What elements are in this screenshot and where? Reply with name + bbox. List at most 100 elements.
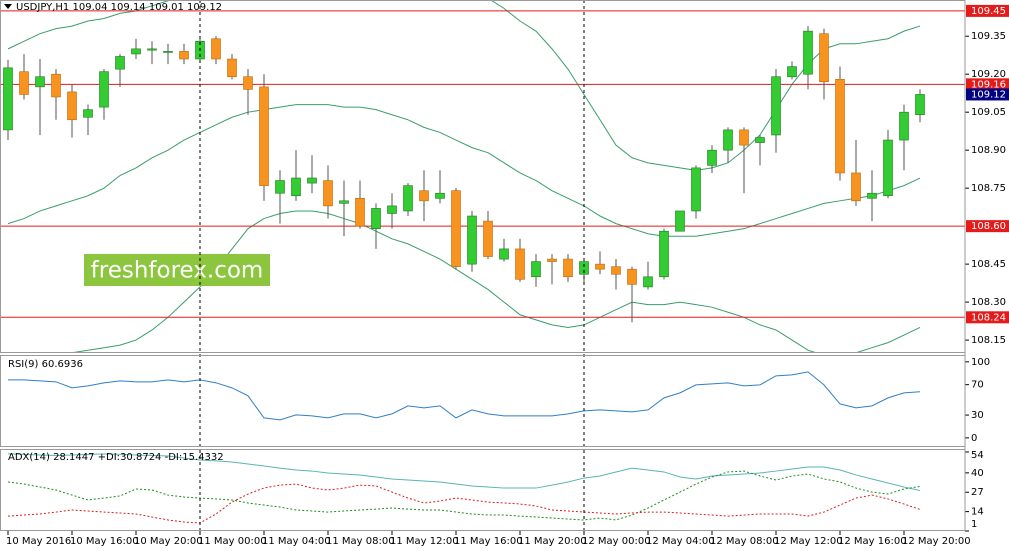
candle-body	[387, 205, 397, 214]
open-value: 109.04	[72, 2, 107, 13]
candle-body	[403, 185, 413, 212]
y-tick-label: 100	[971, 357, 990, 368]
close-value: 109.12	[187, 2, 222, 13]
candle-body	[131, 48, 141, 55]
candle-body	[675, 210, 685, 232]
x-tick-label: 10 May 2016	[6, 536, 71, 547]
candle-body	[147, 48, 157, 51]
candle-body	[19, 71, 29, 95]
candle-body	[499, 248, 509, 260]
x-tick-label: 12 May 20:00	[902, 536, 971, 547]
price-box	[966, 88, 1009, 101]
candle-body	[99, 71, 109, 108]
candle-body	[547, 258, 557, 262]
y-tick-label: 109.35	[971, 31, 1006, 42]
candle-body	[691, 167, 701, 212]
watermark: freshforex.com	[91, 258, 264, 284]
candle-body	[371, 208, 381, 229]
adx-frame	[0, 449, 966, 531]
candle-body	[787, 66, 797, 78]
candle-body	[483, 220, 493, 257]
y-tick-label: 1	[971, 519, 977, 530]
adx-title: ADX(14)	[8, 452, 50, 463]
candle-body	[179, 51, 189, 60]
symbol: USDJPY,H1	[16, 2, 69, 13]
candle-body	[451, 190, 461, 267]
candle-body	[707, 149, 717, 166]
candle-body	[835, 78, 845, 174]
candle-body	[83, 109, 93, 118]
y-tick-label: 108.90	[971, 145, 1006, 156]
rsi-plot	[8, 371, 921, 421]
candle-body	[755, 137, 765, 143]
candle-body	[227, 58, 237, 78]
adx-header: ADX(14) 28.1447 +DI:30.8724 -DI:15.4332	[8, 452, 224, 463]
minus-di-name: -DI:	[165, 452, 183, 463]
x-tick-label: 10 May 16:00	[70, 536, 139, 547]
candle-body	[595, 263, 605, 270]
candle-body	[851, 172, 861, 202]
level-box	[966, 78, 1009, 91]
level-label: 108.24	[971, 312, 1006, 323]
level-label: 108.60	[971, 221, 1006, 232]
candle-body	[643, 276, 653, 288]
level-box	[966, 4, 1009, 17]
plus-di-name: +DI:	[98, 452, 120, 463]
candle-body	[435, 192, 445, 199]
y-tick-label: 108.75	[971, 183, 1006, 194]
indicator-line	[7, 470, 921, 521]
candle-body	[659, 230, 669, 278]
y-tick-label: 0	[971, 433, 977, 444]
minus-di-value: 15.4332	[182, 452, 223, 463]
candle-body	[739, 129, 749, 146]
x-tick-label: 12 May 04:00	[646, 536, 715, 547]
candle-body	[723, 129, 733, 151]
candle-body	[899, 111, 909, 141]
x-tick-label: 11 May 04:00	[262, 536, 331, 547]
menu-icon	[4, 4, 12, 9]
candle-body	[115, 56, 125, 70]
indicator-line	[73, 210, 921, 352]
y-tick-label: 54	[971, 450, 984, 461]
candle-body	[579, 261, 589, 275]
candle-body	[515, 248, 525, 280]
candle-body	[339, 200, 349, 204]
plus-di-value: 30.8724	[120, 452, 161, 463]
adx-plot	[7, 453, 921, 524]
indicator-line	[7, 0, 921, 171]
x-tick-label: 12 May 12:00	[774, 536, 843, 547]
low-value: 109.01	[149, 2, 184, 13]
price-label: 109.12	[971, 89, 1006, 100]
x-tick-label: 11 May 12:00	[390, 536, 459, 547]
y-tick-label: 109.20	[971, 69, 1006, 80]
candle-body	[35, 76, 45, 88]
watermark-box	[84, 254, 270, 286]
candle-body	[803, 30, 813, 75]
y-tick-label: 27	[971, 487, 984, 498]
candle-body	[163, 51, 173, 53]
y-tick-label: 108.45	[971, 259, 1006, 270]
candle-body	[259, 86, 269, 186]
level-box	[966, 220, 1009, 233]
indicator-line	[8, 371, 921, 421]
candle-body	[627, 268, 637, 285]
rsi-title: RSI(9)	[8, 359, 39, 370]
y-tick-label: 109.05	[971, 107, 1006, 118]
candle-body	[67, 91, 77, 121]
candle-body	[883, 139, 893, 197]
level-label: 109.16	[971, 79, 1006, 90]
x-tick-label: 10 May 20:00	[134, 536, 203, 547]
y-tick-label: 30	[971, 410, 984, 421]
x-tick-label: 12 May 00:00	[582, 536, 651, 547]
candle-body	[611, 266, 621, 275]
candle-body	[419, 190, 429, 202]
y-tick-label: 70	[971, 380, 984, 391]
high-value: 109.14	[111, 2, 146, 13]
rsi-frame	[0, 355, 966, 447]
y-tick-label: 108.30	[971, 297, 1006, 308]
price-plot	[0, 0, 965, 352]
candle-body	[307, 177, 317, 184]
indicator-line	[7, 104, 921, 237]
candle-body	[467, 215, 477, 265]
